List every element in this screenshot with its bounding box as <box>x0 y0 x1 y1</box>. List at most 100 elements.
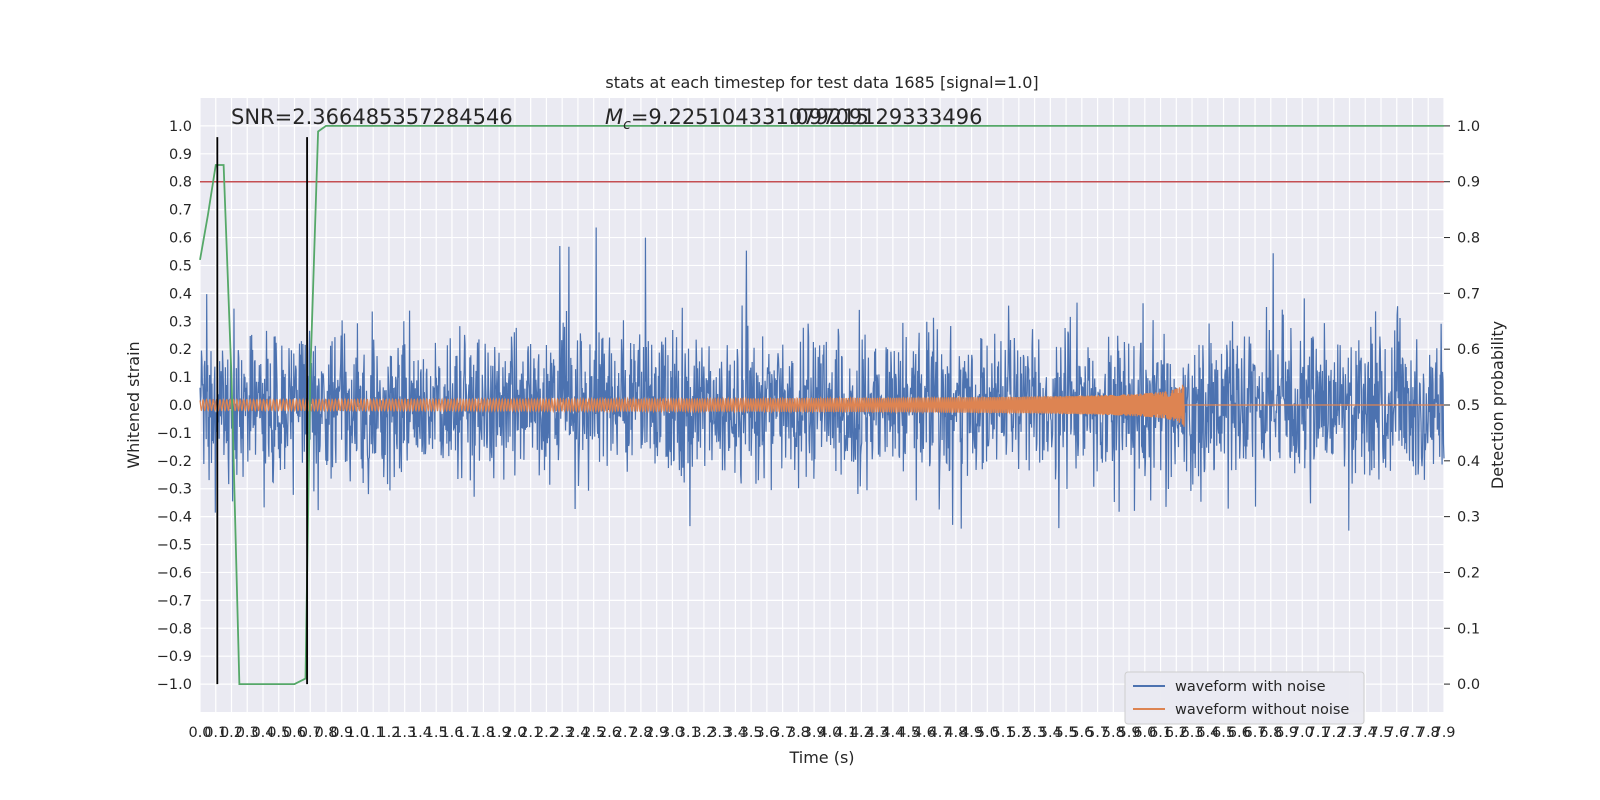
y2-tick-label: 0.8 <box>1457 231 1480 247</box>
x-tick-label: 7.5 <box>1369 725 1392 741</box>
y-axis-ticks: 1.0 0.9 0.8 0.7 0.6 0.5 0.4 0.3 0.2 0.1 0.0 −0.1 −0.… <box>157 119 192 693</box>
x-tick-label: 7.9 <box>1432 725 1455 741</box>
waveform-with-noise-series <box>199 227 1445 531</box>
y-axis-label: Whitened strain <box>124 341 143 468</box>
x-tick-label: 6.9 <box>1275 725 1298 741</box>
x-tick-label: 5.4 <box>1039 725 1062 741</box>
x-tick-label: 5.3 <box>1023 725 1046 741</box>
y-tick-label: −0.3 <box>157 482 192 498</box>
x-tick-label: 7.8 <box>1417 725 1440 741</box>
chirp-mass-overlap-annotation: 31.09709129333496 <box>762 105 982 129</box>
x-tick-label: 1.5 <box>425 725 448 741</box>
x-tick-label: 0.2 <box>220 725 243 741</box>
x-tick-label: 2.3 <box>551 725 574 741</box>
y-tick-label: −0.7 <box>157 593 192 609</box>
x-tick-label: 5.5 <box>1055 725 1078 741</box>
x-tick-label: 1.3 <box>393 725 416 741</box>
x-tick-label: 2.5 <box>582 725 605 741</box>
legend-label-clean: waveform without noise <box>1175 702 1349 718</box>
x-tick-label: 3.9 <box>803 725 826 741</box>
x-tick-label: 4.1 <box>834 725 857 741</box>
x-tick-label: 2.7 <box>614 725 637 741</box>
x-tick-label: 4.7 <box>929 725 952 741</box>
x-tick-label: 3.4 <box>724 725 747 741</box>
x-tick-label: 6.8 <box>1259 725 1282 741</box>
y2-tick-label: 0.4 <box>1457 454 1480 470</box>
x-tick-label: 6.5 <box>1212 725 1235 741</box>
y-tick-label: 0.0 <box>169 398 192 414</box>
x-axis-label: Time (s) <box>788 748 854 767</box>
x-tick-label: 5.1 <box>992 725 1015 741</box>
x-tick-label: 0.6 <box>283 725 306 741</box>
x-tick-label: 4.2 <box>850 725 873 741</box>
chirp-mass-annotation: Mc=9.225104331079215 <box>605 105 869 133</box>
y2-tick-label: 0.6 <box>1457 342 1480 358</box>
x-tick-label: 0.7 <box>299 725 322 741</box>
x-tick-label: 3.0 <box>661 725 684 741</box>
x-tick-label: 2.6 <box>598 725 621 741</box>
x-tick-label: 6.4 <box>1196 725 1219 741</box>
y-tick-label: 0.4 <box>169 286 192 302</box>
x-tick-label: 3.5 <box>740 725 763 741</box>
y-tick-label: −0.1 <box>157 426 192 442</box>
x-tick-label: 6.3 <box>1181 725 1204 741</box>
x-tick-label: 7.4 <box>1354 725 1377 741</box>
x-tick-label: 1.9 <box>488 725 511 741</box>
y-tick-label: −1.0 <box>157 677 192 693</box>
waveform-without-noise-line <box>199 384 1444 427</box>
y2-tick-label: 0.5 <box>1457 398 1480 414</box>
x-tick-label: 6.7 <box>1244 725 1267 741</box>
y-tick-label: 0.1 <box>169 370 192 386</box>
y-tick-label: 0.7 <box>169 203 192 219</box>
x-tick-label: 7.6 <box>1385 725 1408 741</box>
x-tick-label: 2.8 <box>629 725 652 741</box>
x-tick-label: 4.3 <box>866 725 889 741</box>
x-tick-label: 6.2 <box>1165 725 1188 741</box>
y-tick-label: 0.5 <box>169 258 192 274</box>
x-tick-label: 2.2 <box>535 725 558 741</box>
x-tick-label: 1.0 <box>346 725 369 741</box>
x-tick-label: 2.1 <box>519 725 542 741</box>
x-tick-label: 3.8 <box>787 725 810 741</box>
x-tick-label: 1.8 <box>472 725 495 741</box>
y2-axis-label: Detection probability <box>1488 321 1507 489</box>
x-tick-label: 0.9 <box>330 725 353 741</box>
x-tick-label: 5.2 <box>1007 725 1030 741</box>
y-tick-label: 0.9 <box>169 147 192 163</box>
x-tick-label: 1.1 <box>362 725 385 741</box>
x-tick-label: 2.0 <box>503 725 526 741</box>
x-axis-ticks: 0.00.10.20.30.40.50.60.70.80.91.01.11.21… <box>188 725 1455 741</box>
x-tick-label: 5.8 <box>1102 725 1125 741</box>
x-tick-label: 5.0 <box>976 725 999 741</box>
y2-tick-label: 0.7 <box>1457 286 1480 302</box>
y-tick-label: −0.6 <box>157 565 192 581</box>
x-tick-label: 0.5 <box>267 725 290 741</box>
legend-label-noise: waveform with noise <box>1175 679 1326 695</box>
x-tick-label: 6.0 <box>1133 725 1156 741</box>
x-tick-label: 7.7 <box>1401 725 1424 741</box>
x-tick-label: 2.9 <box>645 725 668 741</box>
y2-tick-label: 0.1 <box>1457 621 1480 637</box>
x-tick-label: 1.6 <box>440 725 463 741</box>
x-tick-label: 5.6 <box>1070 725 1093 741</box>
x-tick-label: 1.4 <box>409 725 432 741</box>
y-tick-label: −0.9 <box>157 649 192 665</box>
y2-axis-ticks: 1.0 0.9 0.8 0.7 0.6 0.5 0.4 0.3 0.2 0.1 0.0 <box>1444 119 1480 693</box>
x-tick-label: 4.6 <box>913 725 936 741</box>
y2-tick-label: 0.0 <box>1457 677 1480 693</box>
x-tick-label: 4.0 <box>818 725 841 741</box>
x-tick-label: 7.1 <box>1306 725 1329 741</box>
x-tick-label: 6.1 <box>1149 725 1172 741</box>
y-tick-label: 0.2 <box>169 342 192 358</box>
x-tick-label: 3.7 <box>771 725 794 741</box>
x-tick-label: 4.8 <box>944 725 967 741</box>
x-tick-label: 1.7 <box>456 725 479 741</box>
waveform-without-noise-series <box>199 384 1444 427</box>
x-tick-label: 0.0 <box>188 725 211 741</box>
y-tick-label: −0.8 <box>157 621 192 637</box>
detection-overlay <box>199 125 1444 685</box>
y-tick-label: 0.3 <box>169 314 192 330</box>
x-tick-label: 3.6 <box>755 725 778 741</box>
x-tick-label: 4.5 <box>897 725 920 741</box>
legend-box <box>1124 671 1365 725</box>
